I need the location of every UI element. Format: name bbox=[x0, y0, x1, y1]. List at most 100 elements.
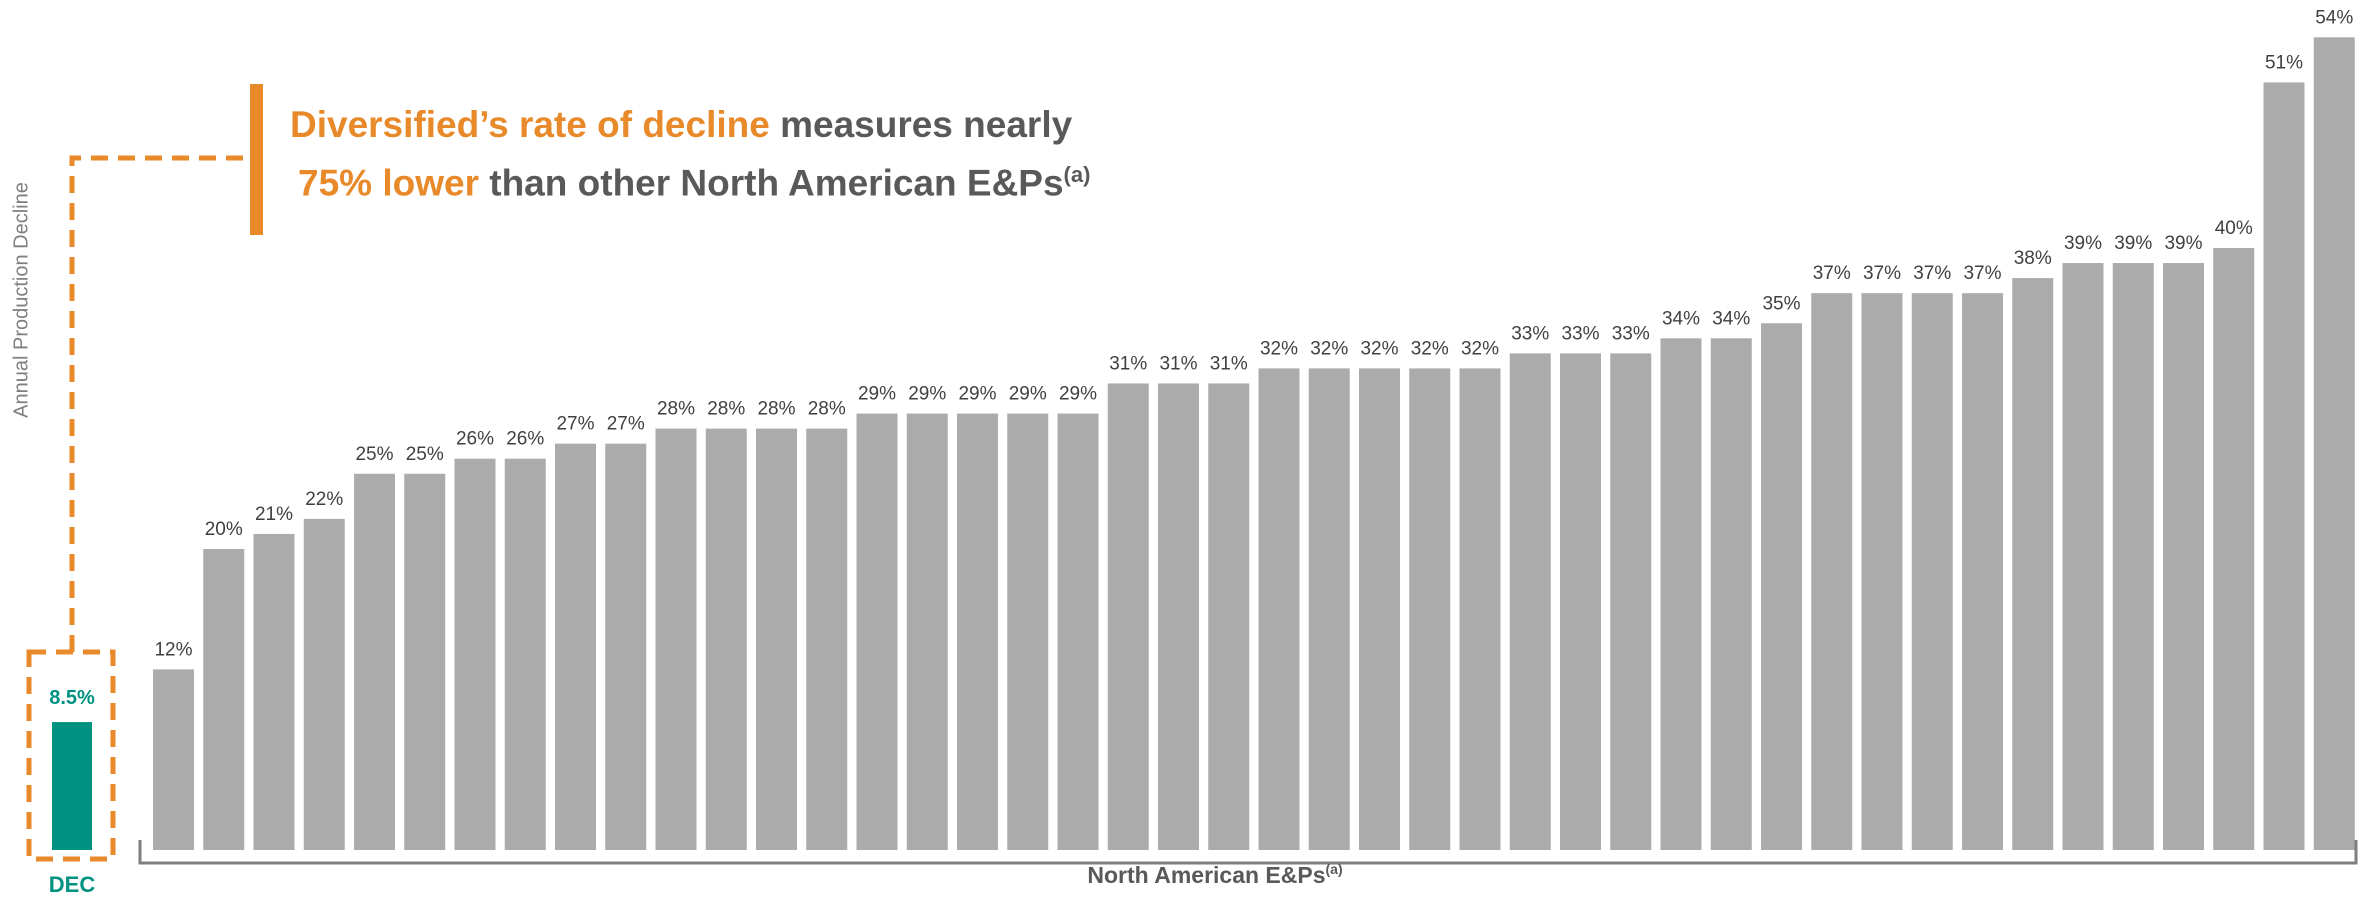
bar-data-label: 37% bbox=[1813, 263, 1851, 284]
dec-dashed-connector bbox=[69, 155, 250, 652]
bar bbox=[1258, 368, 1300, 850]
bar bbox=[1560, 353, 1601, 850]
bar bbox=[454, 458, 496, 850]
bar bbox=[1359, 368, 1400, 850]
headline-line-2: 75% lower than other North American E&Ps… bbox=[298, 162, 1091, 204]
bar-data-label: 21% bbox=[255, 504, 293, 525]
bar bbox=[1409, 368, 1451, 850]
bar bbox=[2163, 263, 2204, 850]
bar-data-label: 39% bbox=[2164, 233, 2202, 254]
headline-accent-bar bbox=[250, 84, 263, 235]
bar bbox=[906, 413, 948, 850]
bar-data-label: 37% bbox=[1863, 263, 1901, 284]
bar-data-label: 37% bbox=[1913, 263, 1951, 284]
bar bbox=[354, 473, 395, 850]
bar bbox=[303, 518, 345, 850]
bar-data-label: 27% bbox=[556, 414, 594, 435]
bar-data-label: 31% bbox=[1109, 353, 1147, 374]
bar-data-label: 28% bbox=[657, 399, 695, 420]
bar-data-label: 51% bbox=[2265, 52, 2303, 73]
y-axis-label: Annual Production Decline bbox=[10, 182, 33, 418]
bar-data-label: 32% bbox=[1310, 338, 1348, 359]
bar-data-label: 32% bbox=[1411, 338, 1449, 359]
bar bbox=[705, 428, 747, 850]
bar bbox=[2112, 263, 2154, 850]
bar bbox=[756, 428, 797, 850]
bar bbox=[655, 428, 697, 850]
bar-data-label: 37% bbox=[1963, 263, 2001, 284]
bar-data-label: 28% bbox=[707, 399, 745, 420]
bar bbox=[2263, 82, 2305, 850]
dec-callout-dashes bbox=[26, 155, 250, 862]
bar-data-label: 31% bbox=[1210, 353, 1248, 374]
x-axis-label: North American E&Ps(a) bbox=[1087, 861, 1343, 888]
bar bbox=[1308, 368, 1350, 850]
bar-data-label: 33% bbox=[1561, 323, 1599, 344]
bar-data-label: 29% bbox=[1059, 384, 1097, 405]
bar-data-label: 28% bbox=[808, 399, 846, 420]
bar-data-label: 28% bbox=[757, 399, 795, 420]
bar-data-label: 25% bbox=[406, 444, 444, 465]
bar bbox=[253, 533, 295, 850]
bar-data-label: 26% bbox=[506, 429, 544, 450]
bar bbox=[153, 669, 194, 850]
bar-series-north-american-eps: 12% 20% 21% 22% 25% 25% 26% 26% 27% 27% 28% 28% 28% 2… bbox=[153, 7, 2355, 851]
bar bbox=[1158, 383, 1199, 850]
bar-data-label: 26% bbox=[456, 429, 494, 450]
bar-data-label: 33% bbox=[1511, 323, 1549, 344]
bar-data-label: 38% bbox=[2014, 248, 2052, 269]
bar-data-label: 31% bbox=[1159, 353, 1197, 374]
bar-data-label: 12% bbox=[154, 639, 192, 660]
bar bbox=[605, 443, 647, 850]
bar bbox=[203, 549, 245, 850]
bar-data-label: 33% bbox=[1612, 323, 1650, 344]
bar-data-label: 34% bbox=[1662, 308, 1700, 329]
bar bbox=[1107, 383, 1149, 850]
bar-data-label: 29% bbox=[858, 384, 896, 405]
bar-data-label: 32% bbox=[1260, 338, 1298, 359]
bar bbox=[1660, 338, 1702, 850]
bar-data-label: 29% bbox=[1009, 384, 1047, 405]
bar-data-label: 54% bbox=[2315, 7, 2353, 28]
bar bbox=[1710, 338, 1752, 850]
bar-data-label: 39% bbox=[2064, 233, 2102, 254]
bar bbox=[1007, 413, 1049, 850]
bar bbox=[957, 413, 998, 850]
headline: Diversified’s rate of decline measures n… bbox=[290, 100, 1090, 208]
dec-bar bbox=[52, 722, 92, 850]
bar-data-label: 39% bbox=[2114, 233, 2152, 254]
bar bbox=[555, 443, 596, 850]
bar-data-label: 29% bbox=[958, 384, 996, 405]
bar bbox=[856, 413, 898, 850]
bar bbox=[1610, 353, 1652, 850]
bar-data-label: 32% bbox=[1461, 338, 1499, 359]
bar-data-label: 34% bbox=[1712, 308, 1750, 329]
bar bbox=[1208, 383, 1250, 850]
bar-data-label: 40% bbox=[2215, 218, 2253, 239]
bar bbox=[404, 473, 446, 850]
bar-data-label: 32% bbox=[1360, 338, 1398, 359]
bar bbox=[1911, 293, 1953, 850]
bar bbox=[2062, 263, 2104, 850]
x-axis-bracket bbox=[138, 840, 2358, 865]
bar-data-label: 20% bbox=[205, 519, 243, 540]
bar bbox=[1861, 293, 1903, 850]
bar-data-label: 35% bbox=[1762, 293, 1800, 314]
headline-line-1: Diversified’s rate of decline measures n… bbox=[290, 104, 1073, 145]
bar-data-label: 29% bbox=[908, 384, 946, 405]
bar bbox=[1509, 353, 1551, 850]
bar bbox=[806, 428, 848, 850]
bar bbox=[2313, 37, 2355, 851]
dec-bar-group: 8.5% bbox=[49, 687, 95, 850]
bar-data-label: 25% bbox=[355, 444, 393, 465]
bar bbox=[504, 458, 546, 850]
bar bbox=[1761, 323, 1802, 850]
dec-category-label: DEC bbox=[48, 872, 96, 897]
bar-data-label: 22% bbox=[305, 489, 343, 510]
bar bbox=[1811, 293, 1853, 850]
bar bbox=[1962, 293, 2003, 850]
bar bbox=[2213, 248, 2255, 850]
bar-data-label: 27% bbox=[607, 414, 645, 435]
dec-bar-data-label: 8.5% bbox=[49, 687, 95, 709]
